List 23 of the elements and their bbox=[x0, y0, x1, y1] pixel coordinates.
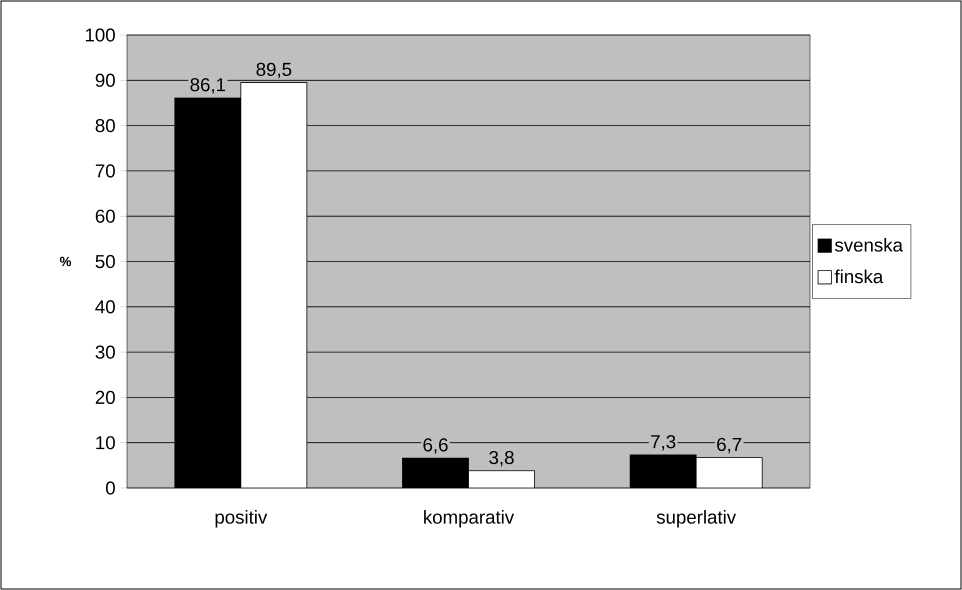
y-axis-title: % bbox=[60, 256, 72, 266]
y-tick-label: 70 bbox=[96, 164, 115, 178]
y-tick-label: 10 bbox=[96, 436, 115, 450]
y-tick-label: 40 bbox=[95, 300, 115, 314]
data-label: 3,8 bbox=[489, 450, 514, 466]
y-tick-label: 0 bbox=[106, 481, 115, 495]
legend-label: svenska bbox=[834, 238, 903, 252]
data-label: 7,3 bbox=[651, 435, 676, 451]
y-tick-label: 100 bbox=[86, 28, 115, 42]
x-tick-label: superlativ bbox=[656, 510, 736, 528]
data-label: 6,6 bbox=[423, 438, 448, 454]
data-label: 6,7 bbox=[717, 438, 742, 454]
x-tick-label: komparativ bbox=[424, 510, 514, 528]
y-tick-label: 50 bbox=[96, 254, 115, 268]
y-tick-label: 30 bbox=[96, 345, 115, 359]
x-tick-label: positiv bbox=[216, 510, 268, 528]
y-tick-label: 90 bbox=[96, 74, 115, 87]
y-tick-label: 20 bbox=[96, 390, 115, 404]
y-tick-label: 60 bbox=[96, 210, 115, 223]
legend-label: finska bbox=[834, 269, 884, 284]
data-label: 89,5 bbox=[256, 62, 292, 78]
y-tick-label: 80 bbox=[96, 118, 115, 132]
data-label: 86,1 bbox=[190, 78, 226, 94]
